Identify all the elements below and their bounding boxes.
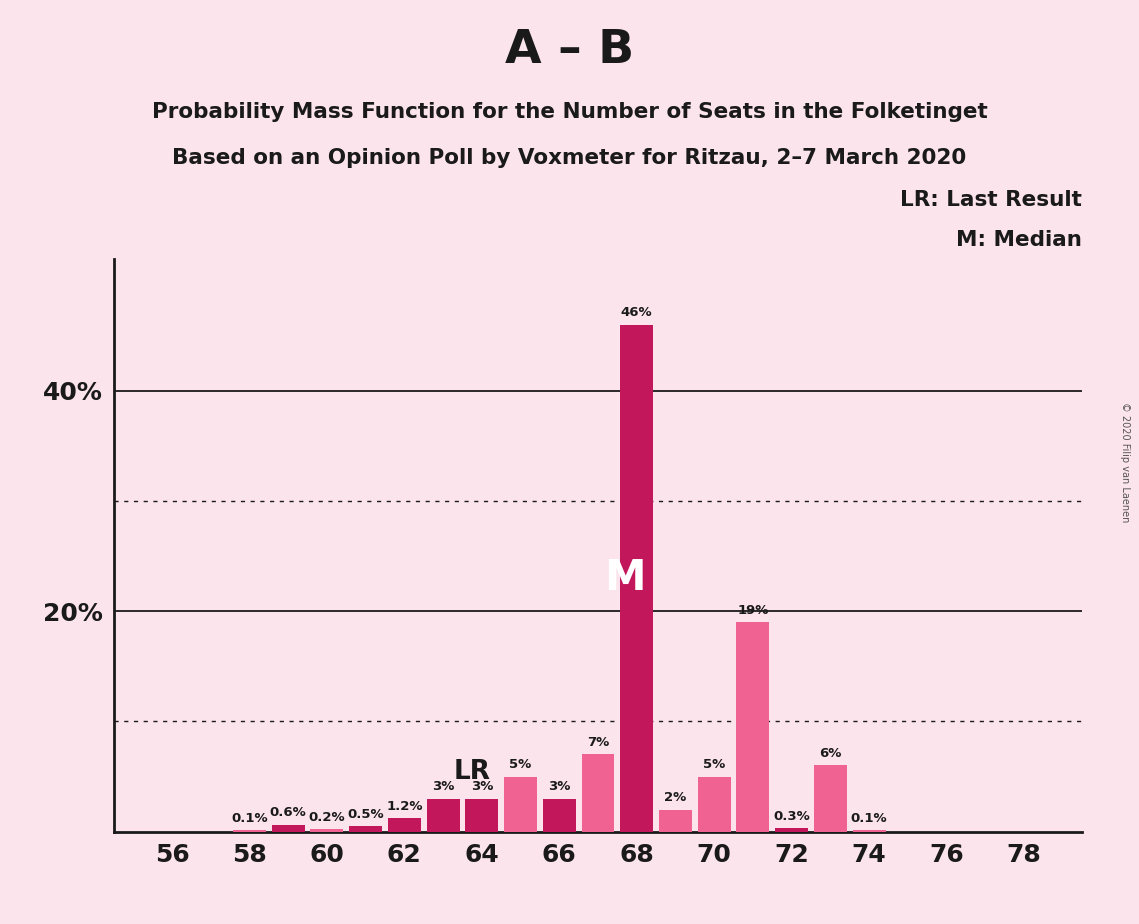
Text: 7%: 7% [587, 736, 609, 749]
Bar [311, 830, 343, 832]
Text: 0.5%: 0.5% [347, 808, 384, 821]
Text: Based on an Opinion Poll by Voxmeter for Ritzau, 2–7 March 2020: Based on an Opinion Poll by Voxmeter for… [172, 148, 967, 168]
Text: LR: Last Result: LR: Last Result [900, 190, 1082, 210]
Bar [388, 819, 420, 832]
Text: 0.1%: 0.1% [851, 812, 887, 825]
Text: 3%: 3% [470, 780, 493, 793]
Text: 1.2%: 1.2% [386, 800, 423, 813]
Text: LR: LR [453, 760, 491, 785]
Text: 46%: 46% [621, 307, 653, 320]
Text: © 2020 Filip van Laenen: © 2020 Filip van Laenen [1120, 402, 1130, 522]
Bar [427, 798, 459, 832]
Bar [272, 825, 304, 832]
Text: 2%: 2% [664, 791, 687, 804]
Text: 5%: 5% [509, 758, 532, 771]
Text: 0.1%: 0.1% [231, 812, 268, 825]
Bar [621, 325, 653, 832]
Bar [737, 622, 769, 832]
Bar [814, 765, 846, 832]
Bar [659, 809, 691, 832]
Text: 3%: 3% [548, 780, 571, 793]
Bar [582, 755, 614, 832]
Text: M: M [605, 557, 646, 599]
Bar [466, 798, 498, 832]
Text: M: Median: M: Median [956, 230, 1082, 250]
Text: Probability Mass Function for the Number of Seats in the Folketinget: Probability Mass Function for the Number… [151, 102, 988, 122]
Bar [698, 776, 730, 832]
Text: 0.2%: 0.2% [309, 811, 345, 824]
Bar [233, 831, 265, 832]
Bar [853, 831, 885, 832]
Bar [505, 776, 536, 832]
Bar [776, 828, 808, 832]
Text: 3%: 3% [432, 780, 454, 793]
Text: 19%: 19% [737, 603, 769, 617]
Text: 0.3%: 0.3% [773, 809, 810, 822]
Text: 6%: 6% [819, 747, 842, 760]
Bar [543, 798, 575, 832]
Text: 5%: 5% [703, 758, 726, 771]
Text: A – B: A – B [505, 28, 634, 73]
Text: 0.6%: 0.6% [270, 807, 306, 820]
Bar [350, 826, 382, 832]
